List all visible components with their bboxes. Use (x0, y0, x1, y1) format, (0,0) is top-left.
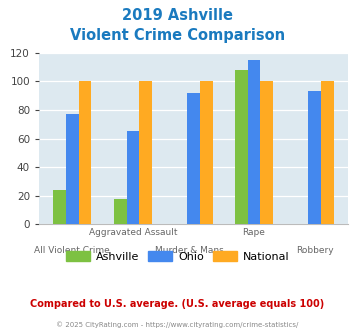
Bar (66, 114, 79, 224)
Bar (79, 82, 92, 224)
Bar (261, 82, 273, 224)
Bar (248, 60, 261, 224)
Text: Compared to U.S. average. (U.S. average equals 100): Compared to U.S. average. (U.S. average … (31, 299, 324, 309)
Bar (200, 82, 213, 224)
Text: Murder & Mans...: Murder & Mans... (155, 246, 232, 255)
Text: Rape: Rape (242, 228, 266, 237)
Text: Robbery: Robbery (296, 246, 333, 255)
Text: 2019 Ashville: 2019 Ashville (122, 8, 233, 23)
Bar (53, 190, 66, 224)
Bar (127, 131, 139, 224)
Text: Aggravated Assault: Aggravated Assault (89, 228, 177, 237)
Text: © 2025 CityRating.com - https://www.cityrating.com/crime-statistics/: © 2025 CityRating.com - https://www.city… (56, 322, 299, 328)
Bar (139, 82, 152, 224)
Bar (308, 91, 321, 224)
Bar (187, 93, 200, 224)
Bar (321, 82, 334, 224)
Text: Violent Crime Comparison: Violent Crime Comparison (70, 28, 285, 43)
Bar (114, 199, 127, 224)
Text: All Violent Crime: All Violent Crime (34, 246, 110, 255)
Legend: Ashville, Ohio, National: Ashville, Ohio, National (61, 247, 294, 267)
Bar (235, 70, 248, 224)
